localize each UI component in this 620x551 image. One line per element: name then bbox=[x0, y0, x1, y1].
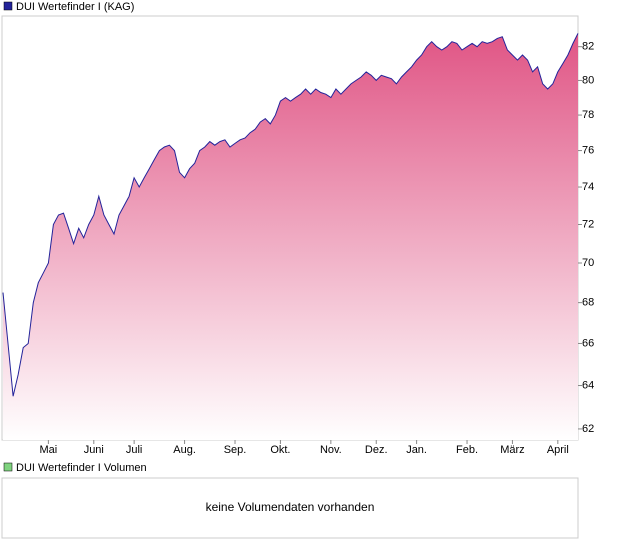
x-tick-label: Feb. bbox=[456, 444, 478, 456]
y-tick-label: 64 bbox=[582, 379, 594, 391]
x-tick-label: Aug. bbox=[173, 444, 196, 456]
x-tick-label: April bbox=[547, 444, 569, 456]
x-tick-label: Sep. bbox=[224, 444, 247, 456]
legend-swatch bbox=[3, 1, 13, 11]
y-tick-label: 72 bbox=[582, 218, 594, 230]
y-tick-label: 78 bbox=[582, 109, 594, 121]
x-tick-label: Nov. bbox=[320, 444, 342, 456]
legend-label: DUI Wertefinder I (KAG) bbox=[16, 1, 134, 13]
y-tick-label: 68 bbox=[582, 297, 594, 309]
y-tick-label: 66 bbox=[582, 337, 594, 349]
x-tick-label: Juli bbox=[126, 444, 143, 456]
x-tick-label: März bbox=[500, 444, 524, 456]
y-tick-label: 76 bbox=[582, 144, 594, 156]
x-tick-label: Jan. bbox=[406, 444, 427, 456]
y-tick-label: 74 bbox=[582, 181, 594, 193]
area bbox=[3, 33, 578, 441]
y-tick-label: 82 bbox=[582, 41, 594, 53]
x-tick-label: Juni bbox=[84, 444, 104, 456]
volume-message: keine Volumendaten vorhanden bbox=[206, 500, 375, 514]
legend-swatch bbox=[3, 462, 13, 472]
line bbox=[2, 33, 579, 397]
y-tick-label: 80 bbox=[582, 74, 594, 86]
x-tick-label: Dez. bbox=[365, 444, 388, 456]
x-tick-label: Okt. bbox=[270, 444, 290, 456]
legend-label: DUI Wertefinder I Volumen bbox=[16, 462, 147, 474]
volume-frame bbox=[1, 477, 579, 539]
y-tick-label: 62 bbox=[582, 423, 594, 435]
y-tick-label: 70 bbox=[582, 257, 594, 269]
x-tick-label: Mai bbox=[40, 444, 58, 456]
